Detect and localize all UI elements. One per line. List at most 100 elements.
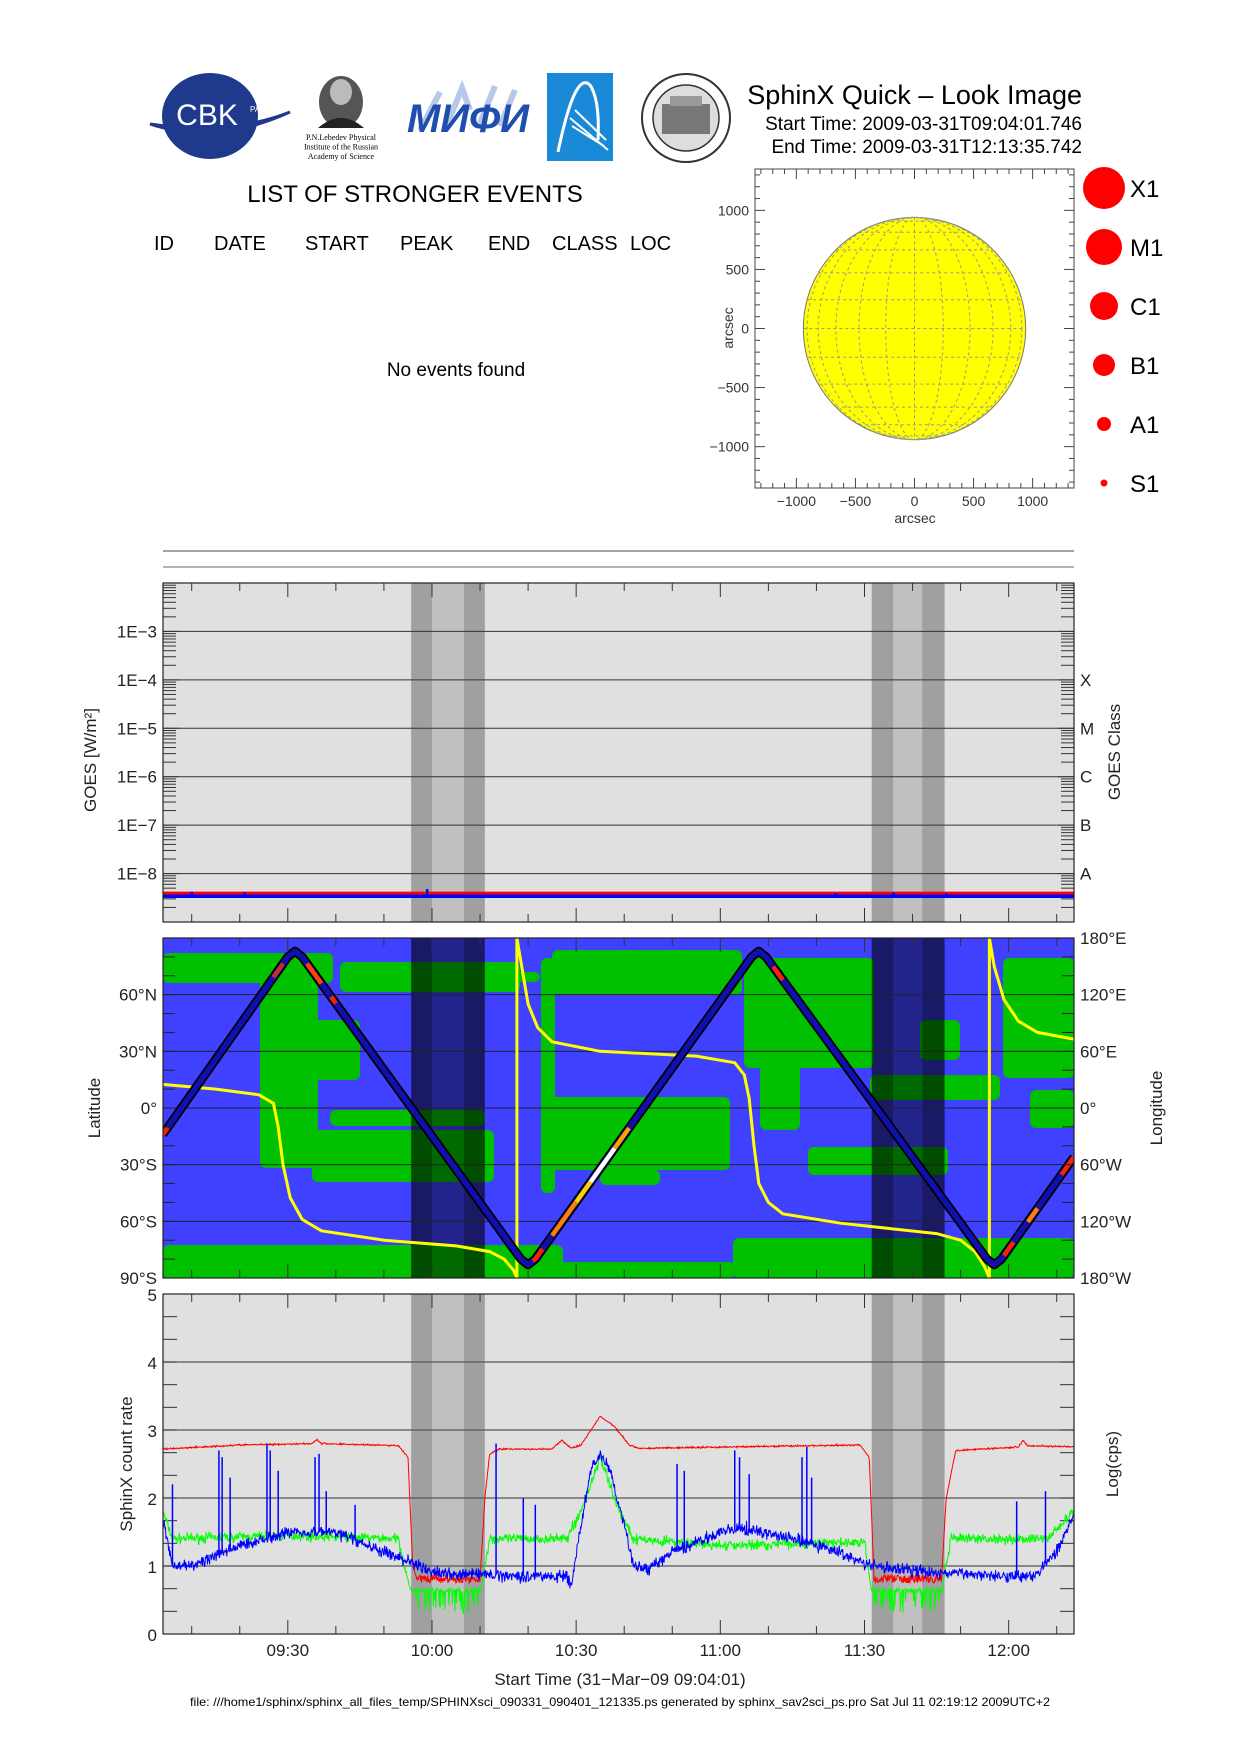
right-tick-label: 180°W [1080,1269,1131,1288]
sun-map-xlabel: arcsec [894,510,935,526]
y-tick-label: −500 [717,380,749,396]
right-tick-label: 120°W [1080,1212,1131,1231]
right-tick-label: 60°E [1080,1042,1117,1061]
file-footer: file: ///home1/sphinx/sphinx_all_files_t… [190,1695,1050,1709]
y-tick-label: 90°S [120,1269,157,1288]
land-region [552,950,742,995]
longitude-curve [163,938,1074,1278]
land-region [760,1040,800,1130]
x-tick-label: 09:30 [267,1641,310,1660]
legend-marker-a1 [1097,417,1111,431]
column-start: START [305,233,369,255]
eclipse-band-dark [411,583,432,922]
sun-map-ylabel: arcsec [720,307,736,348]
y-tick-label: 1E−7 [117,816,157,835]
goes-class-m: M [1080,719,1094,738]
y-tick-label: 30°N [119,1042,157,1061]
eclipse-band-light [431,583,465,922]
land-region [163,1245,563,1278]
cbk-logo-sub: PAN [250,105,266,114]
track-highlight [305,962,324,985]
solar-meridian [885,216,944,441]
legend-label-b1: B1 [1130,353,1159,380]
eclipse-band-light [893,583,923,922]
x-tick-label: 1000 [1017,493,1048,509]
cbk-pan-logo: CBK PAN [149,73,291,159]
x-tick-label: 12:00 [987,1641,1030,1660]
land-region [312,1130,494,1182]
right-tick-label: 0° [1080,1099,1096,1118]
eclipse-band-dark [464,1294,485,1634]
track-highlight [771,965,785,982]
lebedev-line-3: Academy of Science [308,152,375,161]
eclipse-band-dark [922,1294,945,1634]
right-tick-label: 120°E [1080,986,1127,1005]
y-tick-label: 2 [148,1490,157,1509]
y-tick-label: 0 [741,321,749,337]
legend-label-c1: C1 [1130,294,1161,321]
y-tick-label: 1E−6 [117,768,157,787]
legend-label-x1: X1 [1130,176,1159,203]
page-title: SphinX Quick – Look Image [747,80,1082,110]
land-region [1003,958,1074,1078]
sun-map-panel: −1000 −1000 −500 −500 0 0 500 500 1000 1000 X1 M1 C1… [710,167,1163,509]
lebedev-line-1: P.N.Lebedev Physical [306,133,377,142]
lebedev-line-2: Institute of the Russian [304,143,378,152]
track-highlight [271,962,285,979]
goes-panel: 1E−3 1E−4 1E−5 1E−6 1E−7 1E−8 X M C B A [117,582,1094,923]
track-highlight [1026,1207,1040,1224]
solar-meridian [835,216,994,441]
legend-label-s1: S1 [1130,471,1159,498]
x-tick-label: 11:30 [844,1641,885,1660]
count-rate-series-1 [163,1416,1074,1585]
column-end: END [488,233,530,255]
legend-marker-m1 [1086,229,1122,265]
x-tick-label: 10:00 [411,1641,454,1660]
x-tick-label: 0 [911,493,919,509]
track-highlight [574,1180,593,1204]
track-highlight [1002,1240,1016,1258]
y-tick-label: 60°S [120,1212,157,1231]
orbit-plot-area [163,938,1074,1278]
y-tick-label: 0° [141,1099,157,1118]
eclipse-band-light [431,1294,465,1634]
goes-class-x: X [1080,671,1091,690]
legend-label-a1: A1 [1130,412,1159,439]
eclipse-band-dark [464,583,485,922]
land-region [543,1097,730,1170]
track-highlight [588,1146,617,1184]
x-tick-label: −1000 [777,493,817,509]
solar-meridian [806,216,1023,441]
goes-ylabel: GOES [W/m²] [81,708,100,812]
latitude-label: Latitude [85,1078,104,1139]
x-tick-label: 11:00 [700,1641,741,1660]
y-tick-label: 5 [148,1286,157,1305]
latitude-track [163,948,1074,1268]
count-rate-label: SphinX count rate [117,1396,136,1531]
events-title: LIST OF STRONGER EVENTS [247,181,583,208]
mifi-logo: МИФИ [407,79,530,141]
eclipse-band-light [893,1294,923,1634]
time-axis-label: Start Time (31−Mar−09 09:04:01) [494,1670,745,1689]
log-cps-label: Log(cps) [1103,1431,1122,1497]
column-peak: PEAK [400,233,454,255]
start-time: Start Time: 2009-03-31T09:04:01.746 [765,114,1082,135]
y-tick-label: 1000 [718,202,749,218]
count-rate-panel: 0 1 2 3 4 5 09:30 10:00 10:30 11:00 11:30 12:00 [148,1286,1075,1660]
y-tick-label: 1 [148,1558,157,1577]
land-region [557,1262,735,1278]
eclipse-band-dark [411,1294,432,1634]
goes-class-c: C [1080,768,1092,787]
land-region [330,1110,485,1126]
longitude-label: Longitude [1147,1071,1166,1146]
legend-label-m1: M1 [1130,235,1163,262]
land-region [1030,1090,1074,1128]
y-tick-label: 60°N [119,986,157,1005]
y-tick-label: 1E−3 [117,622,157,641]
goes-class-label: GOES Class [1105,704,1124,800]
x-tick-label: 500 [962,493,986,509]
column-loc: LOC [630,233,671,255]
panel-frame [162,937,1075,1279]
track-highlight [329,995,338,1005]
